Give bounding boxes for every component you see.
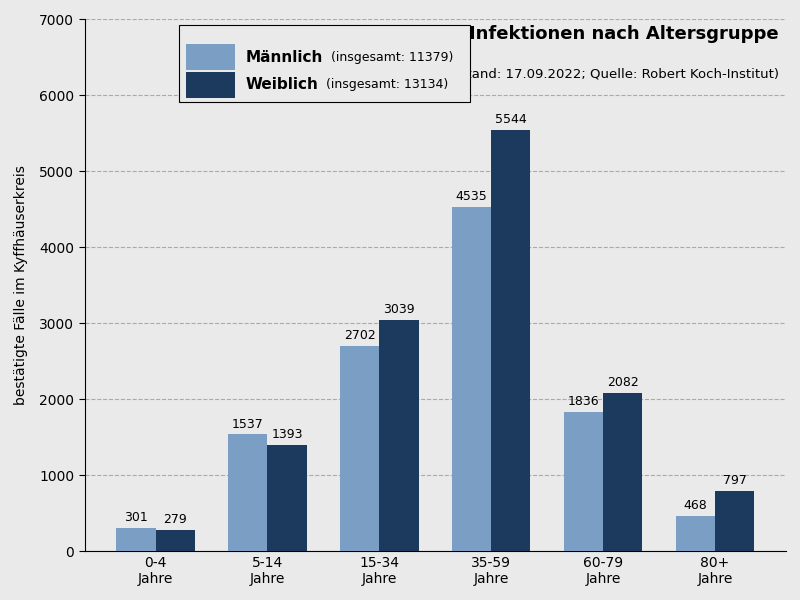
Bar	[564, 412, 603, 551]
Bar	[179, 25, 470, 102]
Bar	[267, 445, 306, 551]
Text: 1537: 1537	[232, 418, 264, 431]
Text: 2082: 2082	[607, 376, 638, 389]
Bar	[452, 206, 491, 551]
Bar	[228, 434, 267, 551]
Text: 797: 797	[722, 474, 746, 487]
Text: 1393: 1393	[271, 428, 303, 442]
Text: Infektionen nach Altersgruppe: Infektionen nach Altersgruppe	[470, 25, 779, 43]
Y-axis label: bestätigte Fälle im Kyffhäuserkreis: bestätigte Fälle im Kyffhäuserkreis	[14, 165, 28, 405]
Bar	[155, 530, 194, 551]
Bar	[186, 44, 235, 70]
Bar	[117, 528, 155, 551]
Text: (Stand: 17.09.2022; Quelle: Robert Koch-Institut): (Stand: 17.09.2022; Quelle: Robert Koch-…	[453, 67, 779, 80]
Bar	[491, 130, 530, 551]
Text: 2702: 2702	[344, 329, 376, 342]
Text: 1836: 1836	[568, 395, 599, 408]
Text: 4535: 4535	[456, 190, 487, 203]
Text: 468: 468	[684, 499, 707, 512]
Text: 3039: 3039	[383, 304, 414, 316]
Text: Weiblich: Weiblich	[246, 77, 318, 92]
Text: 301: 301	[124, 511, 148, 524]
Bar	[186, 71, 235, 98]
Bar	[379, 320, 418, 551]
Text: (insgesamt: 11379): (insgesamt: 11379)	[326, 50, 453, 64]
Bar	[340, 346, 379, 551]
Bar	[676, 515, 715, 551]
Bar	[715, 491, 754, 551]
Text: Männlich: Männlich	[246, 50, 323, 65]
Bar	[603, 393, 642, 551]
Text: (insgesamt: 13134): (insgesamt: 13134)	[322, 79, 448, 91]
Text: 279: 279	[163, 513, 187, 526]
Text: 5544: 5544	[495, 113, 526, 126]
